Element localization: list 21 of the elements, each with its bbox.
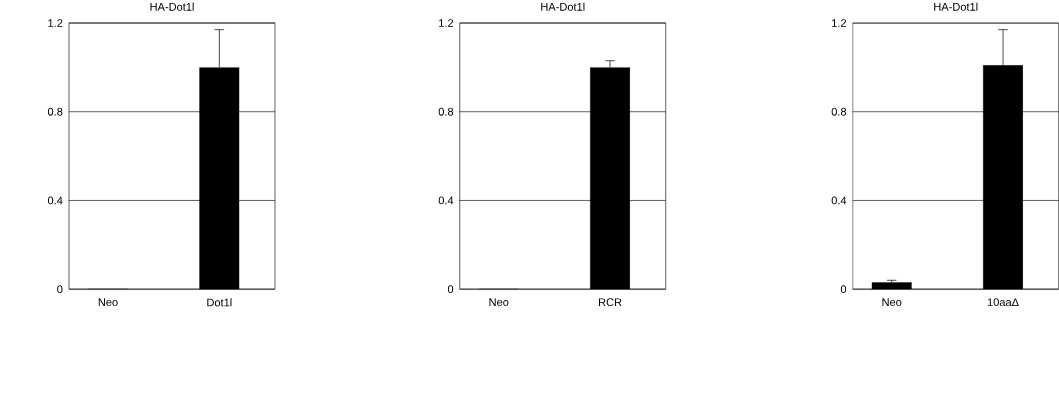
y-tick-label: 1.2	[48, 19, 63, 28]
x-tick-label: Neo	[882, 298, 902, 307]
y-tick-label: 0	[840, 285, 847, 294]
x-tick-label: Dot1l	[207, 298, 232, 307]
y-tick-label: 1.2	[832, 19, 847, 28]
x-tick-label: Neo	[489, 298, 509, 307]
y-tick-label: 1.2	[439, 19, 454, 28]
y-tick-label: 0	[57, 285, 63, 294]
y-tick-label: 0.4	[438, 196, 454, 205]
y-tick-label: 0.8	[47, 108, 63, 116]
chart-title: HA-Dot1l	[541, 2, 585, 11]
x-tick-label: RCR	[598, 298, 622, 307]
chart-title: HA-Dot1l	[934, 2, 978, 11]
y-tick-label: 0.8	[438, 108, 454, 116]
y-tick-label: 0.8	[831, 108, 847, 116]
y-tick-label: 0.4	[47, 196, 63, 205]
x-tick-label: Neo	[98, 298, 118, 307]
y-tick-label: 0	[447, 285, 454, 294]
chart-title: HA-Dot1l	[150, 2, 194, 11]
x-tick-label: 10aaΔ	[987, 298, 1019, 307]
y-tick-label: 0.4	[831, 196, 847, 205]
